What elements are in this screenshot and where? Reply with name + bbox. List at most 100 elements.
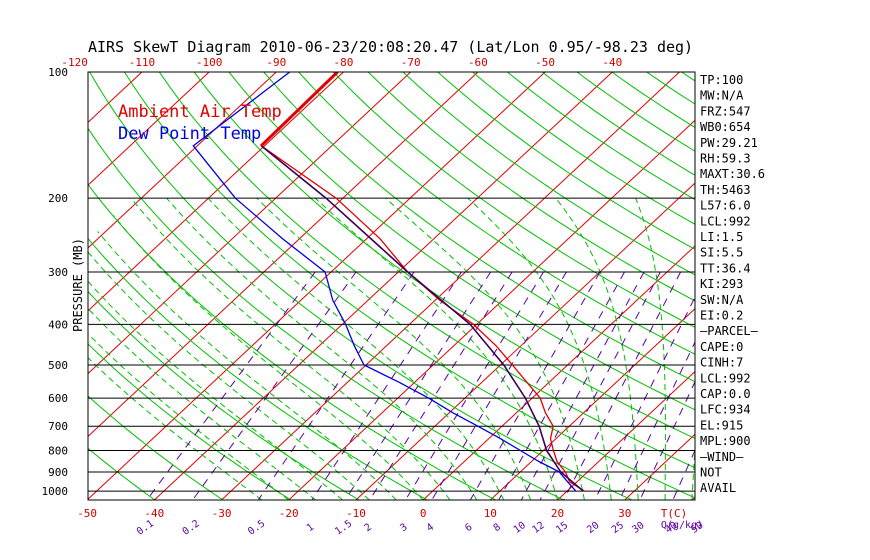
dew-point-temp-line: [192, 72, 577, 492]
index-entry: TT:36.4: [700, 261, 751, 275]
index-entry: LCL:992: [700, 371, 751, 385]
bottom-temp-tick-label: -20: [279, 507, 299, 520]
mixing-ratio-line: [146, 271, 316, 500]
mixing-ratio-line: [539, 271, 661, 500]
top-temp-tick-label: -40: [602, 56, 622, 69]
bottom-temp-tick-label: -40: [144, 507, 164, 520]
legend-entry: Dew Point Temp: [118, 124, 261, 144]
dry-adiabat-line: [88, 127, 564, 500]
mixing-ratio-tick-label: 4: [425, 522, 436, 534]
moist-adiabat-line: [207, 197, 505, 500]
top-temp-tick-label: -120: [61, 56, 88, 69]
top-temp-tick-label: -80: [334, 56, 354, 69]
mixing-ratio-line: [563, 271, 682, 500]
moist-adiabat-line: [314, 197, 558, 500]
mixing-ratio-tick-label: 30: [630, 520, 646, 536]
dry-adiabat-line: [88, 343, 292, 500]
dry-adiabat-line: [88, 290, 360, 500]
mixing-ratio-tick-label: 25: [610, 520, 626, 536]
pressure-tick-label: 400: [48, 318, 68, 331]
isotherm-line: [489, 308, 695, 500]
mixing-ratio-tick-label: 0.2: [181, 518, 202, 537]
index-entry: PW:29.21: [700, 136, 758, 150]
isotherm-line: [88, 72, 479, 438]
bottom-temperature-axis: -50 -40 -30 -20 -10 0 10 20 30 T(C): [77, 507, 687, 520]
index-entry: —WIND—: [700, 450, 744, 464]
moist-adiabat-line: [256, 197, 532, 500]
mixing-ratio-line: [369, 271, 513, 500]
index-entry: EI:0.2: [700, 309, 743, 323]
dry-adiabat-line: [437, 72, 695, 250]
dry-adiabat-line: [402, 72, 695, 276]
dry-adiabat-line: [646, 72, 695, 105]
index-entry: CINH:7: [700, 356, 743, 370]
isotherm-line: [0, 72, 75, 500]
moist-adiabat-line: [88, 251, 370, 500]
index-entry: NOT: [700, 466, 722, 480]
pressure-tick-label: 100: [48, 66, 68, 79]
isobar-lines: [88, 72, 695, 492]
top-temp-tick-label: -110: [129, 56, 156, 69]
mixing-ratio-line: [618, 340, 695, 500]
index-entry: MPL:900: [700, 434, 751, 448]
pressure-tick-label: 900: [48, 466, 68, 479]
mixing-ratio-line: [257, 271, 415, 500]
isotherm-line: [0, 72, 7, 500]
dry-adiabat-line: [507, 72, 695, 201]
bottom-temp-unit-label: T(C): [661, 507, 688, 520]
dry-adiabat-line: [333, 72, 695, 328]
mixing-ratio-tick-label: 2: [363, 522, 374, 534]
pressure-tick-label: 600: [48, 392, 68, 405]
mixing-ratio-line: [192, 271, 357, 500]
index-entry: AVAIL: [700, 481, 736, 495]
isotherm-line: [88, 72, 412, 375]
dry-adiabat-line: [472, 72, 695, 225]
mixing-ratio-tick-label: 15: [554, 520, 570, 536]
pressure-tick-label: 1000: [42, 485, 69, 498]
dry-adiabat-line: [88, 237, 428, 500]
bottom-temp-tick-label: -10: [346, 507, 366, 520]
moist-adiabat-line: [88, 333, 290, 500]
moist-adiabat-line: [88, 357, 263, 500]
moist-adiabat-line: [97, 231, 397, 500]
index-entry: MW:N/A: [700, 89, 744, 103]
index-entry: LCL:992: [700, 214, 751, 228]
isotherm-line: [88, 72, 344, 312]
pressure-axis: 100 200 300 400 500 600 700 800 900 1000: [42, 66, 69, 498]
dry-adiabat-line: [228, 72, 695, 411]
plot-frame: [87, 71, 696, 501]
mixing-ratio-line: [639, 380, 695, 500]
isotherm-line: [88, 72, 546, 500]
mixing-ratio-line: [344, 271, 492, 500]
mixing-ratio-line: [405, 271, 544, 500]
mixing-ratio-tick-label: 0.5: [246, 518, 267, 537]
isotherm-line: [826, 72, 870, 500]
profile-lines: [192, 72, 585, 492]
dry-adiabat-line: [367, 72, 695, 302]
mixing-ratio-tick-label: 12: [531, 520, 547, 536]
mixing-ratio-axis: 0.1 0.2 0.5 1 1.5 2 3 4 6 8 10 12 15 20 25 30 40 50Q(g/kg…: [135, 518, 706, 537]
isotherm-line: [422, 245, 695, 500]
moist-adiabat-line: [467, 197, 612, 500]
chart-title: AIRS SkewT Diagram 2010-06-23/20:08:20.4…: [88, 38, 693, 56]
isotherm-line: [759, 72, 870, 500]
index-entry: FRZ:547: [700, 104, 751, 118]
dry-adiabat-line: [298, 72, 695, 355]
top-temperature-axis: -120 -110 -100 -90 -80 -70 -60 -50 -40: [61, 56, 622, 69]
index-entry: CAP:0.0: [700, 387, 751, 401]
moist-adiabat-line: [113, 215, 424, 500]
mixing-ratio-tick-label: 6: [463, 522, 474, 534]
pressure-tick-label: 300: [48, 266, 68, 279]
bottom-temp-tick-label: 20: [551, 507, 564, 520]
y-axis-label: PRESSURE (MB): [71, 238, 85, 332]
mixing-ratio-tick-label: 0.1: [135, 518, 156, 537]
mixing-ratio-tick-label: 20: [585, 520, 601, 536]
moist-adiabat-lines: [88, 197, 695, 500]
mixing-ratio-line: [498, 271, 625, 500]
top-temp-tick-label: -90: [266, 56, 286, 69]
index-entry: LFC:934: [700, 403, 751, 417]
dry-adiabat-line: [576, 72, 695, 152]
isotherm-line: [221, 72, 680, 500]
